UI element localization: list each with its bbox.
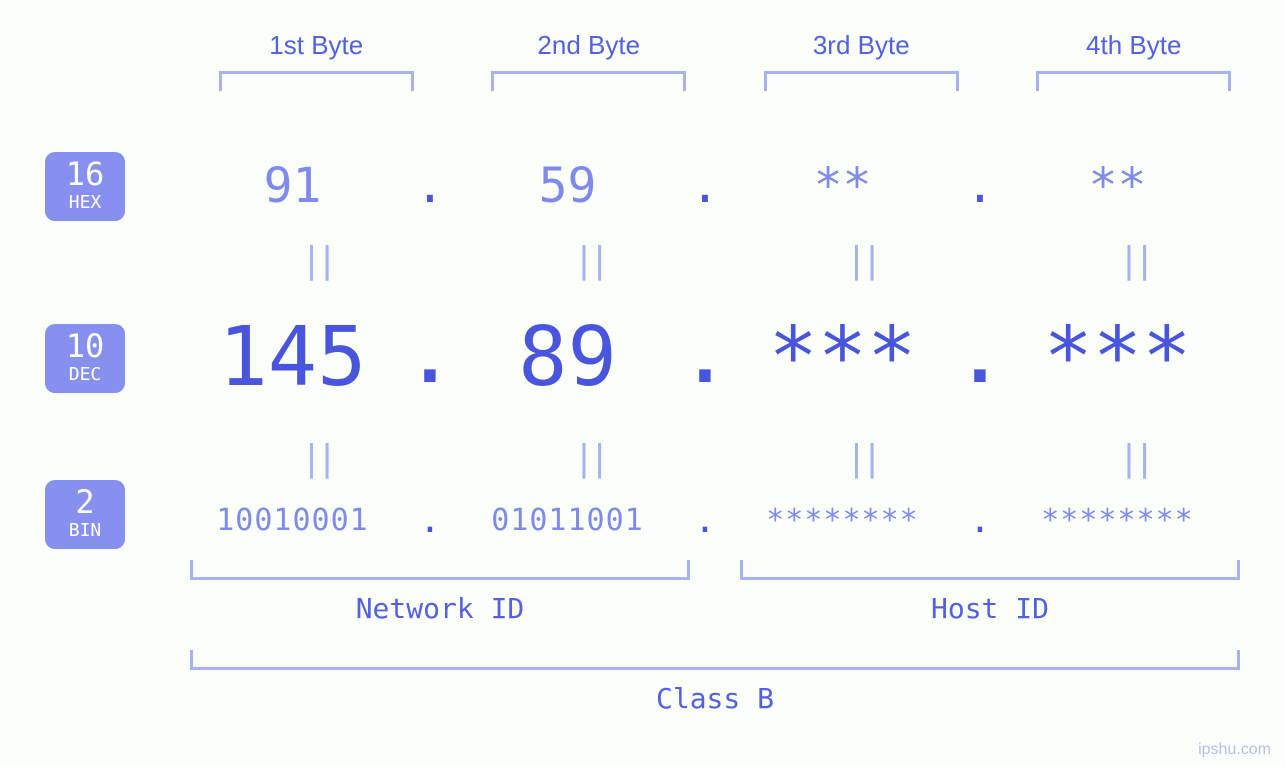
badge-bin-num: 2 xyxy=(45,486,125,518)
hex-byte-1: 91 xyxy=(180,158,405,214)
byte-title-4: 4th Byte xyxy=(998,30,1271,61)
equals-row-1: || || || || xyxy=(180,240,1270,281)
byte-headers: 1st Byte 2nd Byte 3rd Byte 4th Byte xyxy=(180,30,1270,91)
bin-byte-2: 01011001 xyxy=(455,503,680,538)
equals-2-2: || xyxy=(453,438,726,479)
byte-col-4: 4th Byte xyxy=(998,30,1271,91)
network-id-bracket xyxy=(190,560,690,580)
bin-dot-1: . xyxy=(405,500,455,541)
hex-dot-1: . xyxy=(405,158,455,214)
byte-col-3: 3rd Byte xyxy=(725,30,998,91)
badge-dec-num: 10 xyxy=(45,330,125,362)
host-id-bracket xyxy=(740,560,1240,580)
byte-title-3: 3rd Byte xyxy=(725,30,998,61)
bin-dot-3: . xyxy=(955,500,1005,541)
equals-2-1: || xyxy=(180,438,453,479)
hex-byte-2: 59 xyxy=(455,158,680,214)
hex-dot-2: . xyxy=(680,158,730,214)
equals-2-3: || xyxy=(725,438,998,479)
hex-row: 91 . 59 . ** . ** xyxy=(180,158,1270,214)
equals-1-2: || xyxy=(453,240,726,281)
badge-dec-lbl: DEC xyxy=(45,364,125,385)
equals-1-4: || xyxy=(998,240,1271,281)
equals-row-2: || || || || xyxy=(180,438,1270,479)
host-id-label: Host ID xyxy=(740,592,1240,625)
byte-title-1: 1st Byte xyxy=(180,30,453,61)
dec-dot-1: . xyxy=(405,317,455,399)
equals-2-4: || xyxy=(998,438,1271,479)
byte-title-2: 2nd Byte xyxy=(453,30,726,61)
dec-byte-1: 145 xyxy=(180,310,405,405)
byte-col-2: 2nd Byte xyxy=(453,30,726,91)
network-id-label: Network ID xyxy=(190,592,690,625)
dec-dot-2: . xyxy=(680,317,730,399)
badge-hex-lbl: HEX xyxy=(45,192,125,213)
badge-dec: 10 DEC xyxy=(45,324,125,393)
equals-1-1: || xyxy=(180,240,453,281)
bin-dot-2: . xyxy=(680,500,730,541)
dec-byte-2: 89 xyxy=(455,310,680,405)
dec-dot-3: . xyxy=(955,317,1005,399)
watermark: ipshu.com xyxy=(1198,741,1271,759)
top-bracket-1 xyxy=(219,71,414,91)
dec-byte-4: *** xyxy=(1005,310,1230,405)
byte-col-1: 1st Byte xyxy=(180,30,453,91)
bin-row: 10010001 . 01011001 . ******** . *******… xyxy=(180,500,1270,541)
bin-byte-3: ******** xyxy=(730,503,955,538)
top-bracket-2 xyxy=(491,71,686,91)
hex-dot-3: . xyxy=(955,158,1005,214)
equals-1-3: || xyxy=(725,240,998,281)
bin-byte-4: ******** xyxy=(1005,503,1230,538)
class-label: Class B xyxy=(190,682,1240,715)
hex-byte-3: ** xyxy=(730,158,955,214)
badge-bin: 2 BIN xyxy=(45,480,125,549)
host-id-group: Host ID xyxy=(740,560,1240,625)
top-bracket-3 xyxy=(764,71,959,91)
hex-byte-4: ** xyxy=(1005,158,1230,214)
dec-row: 145 . 89 . *** . *** xyxy=(180,310,1270,405)
top-bracket-4 xyxy=(1036,71,1231,91)
badge-hex: 16 HEX xyxy=(45,152,125,221)
network-id-group: Network ID xyxy=(190,560,690,625)
ip-diagram: 1st Byte 2nd Byte 3rd Byte 4th Byte 16 H… xyxy=(0,0,1285,767)
dec-byte-3: *** xyxy=(730,310,955,405)
class-group: Class B xyxy=(190,650,1240,715)
class-bracket xyxy=(190,650,1240,670)
badge-bin-lbl: BIN xyxy=(45,520,125,541)
bin-byte-1: 10010001 xyxy=(180,503,405,538)
badge-hex-num: 16 xyxy=(45,158,125,190)
